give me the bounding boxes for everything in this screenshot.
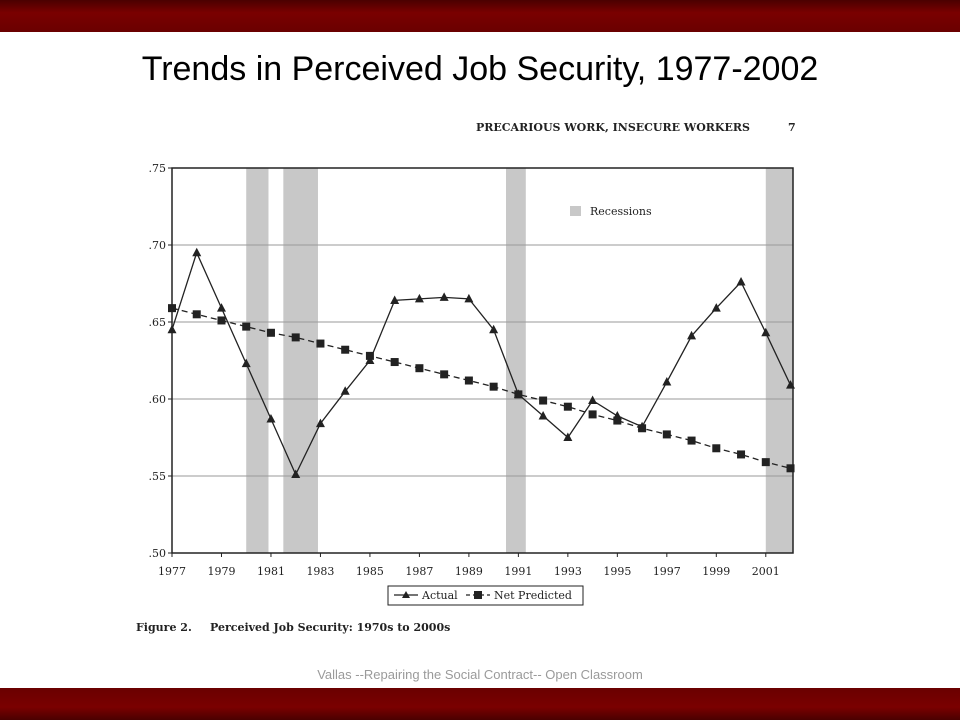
x-tick-label: 1977 <box>158 565 186 578</box>
actual-point <box>291 469 301 478</box>
net-predicted-point <box>613 416 622 425</box>
top-banner <box>0 0 960 32</box>
series-line-net-predicted <box>171 307 791 469</box>
x-tick-label: 2001 <box>752 565 780 578</box>
net-predicted-point <box>761 458 770 467</box>
actual-point <box>736 276 746 286</box>
x-tick-label: 1995 <box>603 565 631 578</box>
net-predicted-point <box>514 390 523 399</box>
x-tick-label: 1983 <box>306 565 334 578</box>
x-tick-label: 1979 <box>207 565 235 578</box>
y-tick-label: .65 <box>149 316 167 329</box>
y-tick-label: .50 <box>149 547 167 560</box>
figure-caption-text: Perceived Job Security: 1970s to 2000s <box>210 621 450 634</box>
actual-point <box>192 247 202 257</box>
recessions-legend-swatch <box>570 206 581 216</box>
actual-point <box>266 414 276 423</box>
slide-title: Trends in Perceived Job Security, 1977-2… <box>141 50 819 88</box>
x-tick-label: 1985 <box>356 565 384 578</box>
slide-footer: Vallas --Repairing the Social Contract--… <box>317 667 643 682</box>
actual-point <box>390 295 400 304</box>
actual-point <box>489 324 499 334</box>
actual-point <box>167 324 177 334</box>
net-predicted-point <box>168 304 176 313</box>
net-predicted-point <box>786 464 795 473</box>
actual-point <box>786 380 796 389</box>
actual-point <box>563 432 573 441</box>
plot-frame <box>171 167 794 554</box>
actual-point <box>588 395 598 405</box>
y-tick-label: .55 <box>149 470 167 483</box>
net-predicted-point <box>638 424 647 433</box>
y-tick-label: .70 <box>149 239 167 252</box>
recession-band-3 <box>506 168 526 553</box>
net-predicted-point <box>440 370 449 379</box>
x-tick-label: 1981 <box>257 565 285 578</box>
actual-point <box>340 386 350 395</box>
running-head: PRECARIOUS WORK, INSECURE WORKERS <box>476 121 750 134</box>
net-predicted-point <box>563 402 572 411</box>
series-line-actual <box>171 250 792 477</box>
legend-actual-marker <box>402 591 410 598</box>
net-predicted-point <box>341 345 350 354</box>
legend-predicted-marker <box>474 591 482 599</box>
actual-point <box>464 293 474 303</box>
actual-point <box>711 303 721 312</box>
net-predicted-point <box>242 322 251 331</box>
actual-point <box>662 377 672 386</box>
net-predicted-point <box>588 410 597 419</box>
legend-box <box>387 585 584 606</box>
figure-caption-label: Figure 2. <box>136 621 192 634</box>
x-tick-label: 1991 <box>504 565 532 578</box>
net-predicted-point <box>539 396 548 405</box>
net-predicted-point <box>464 376 473 385</box>
actual-point <box>241 358 251 368</box>
x-tick-label: 1997 <box>653 565 681 578</box>
actual-point <box>216 303 226 312</box>
net-predicted-point <box>737 450 746 459</box>
x-tick-label: 1989 <box>455 565 483 578</box>
x-tick-label: 1993 <box>554 565 582 578</box>
recession-band-2 <box>283 168 318 553</box>
net-predicted-point <box>662 430 671 439</box>
net-predicted-point <box>217 316 226 325</box>
net-predicted-point <box>489 382 498 391</box>
net-predicted-point <box>712 444 721 453</box>
net-predicted-point <box>365 351 374 360</box>
page-number: 7 <box>788 121 796 134</box>
y-tick-label: .75 <box>149 162 167 175</box>
x-tick-label: 1987 <box>405 565 433 578</box>
net-predicted-point <box>390 358 399 367</box>
actual-point <box>315 418 325 428</box>
x-tick-label: 1999 <box>702 565 730 578</box>
actual-point <box>439 292 449 301</box>
legend-predicted-label: Net Predicted <box>494 589 572 602</box>
recessions-legend-label: Recessions <box>590 205 652 218</box>
actual-point <box>538 410 548 420</box>
actual-point <box>761 327 771 337</box>
recession-band-1 <box>246 168 269 553</box>
series-legend: Actual Net Predicted <box>387 585 584 606</box>
net-predicted-point <box>687 436 696 445</box>
y-tick-label: .60 <box>149 393 167 406</box>
net-predicted-point <box>316 339 325 348</box>
actual-point <box>687 330 697 340</box>
net-predicted-point <box>192 310 201 319</box>
net-predicted-point <box>415 364 424 373</box>
legend-actual-label: Actual <box>421 589 458 602</box>
net-predicted-point <box>291 333 300 342</box>
bottom-banner <box>0 688 960 720</box>
actual-point <box>414 293 424 303</box>
net-predicted-point <box>266 328 275 337</box>
